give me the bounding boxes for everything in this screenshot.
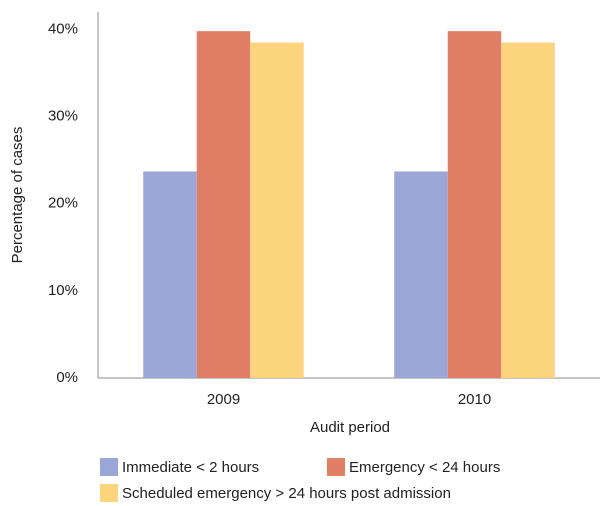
y-tick-label: 10% [48, 282, 78, 299]
bar [143, 171, 197, 378]
bar [196, 31, 251, 379]
y-tick-label: 30% [48, 108, 78, 125]
y-tick-label: 40% [48, 20, 78, 37]
x-axis-label: Audit period [310, 419, 390, 436]
legend-label: Emergency < 24 hours [349, 459, 500, 476]
legend-label: Scheduled emergency > 24 hours post admi… [122, 485, 451, 502]
bar [394, 171, 448, 378]
bar [250, 42, 304, 378]
bar [447, 31, 502, 379]
x-tick-label: 2010 [458, 391, 491, 408]
y-tick-label: 20% [48, 195, 78, 212]
x-tick-label: 2009 [207, 391, 240, 408]
y-tick-label: 0% [56, 369, 78, 386]
y-axis-label: Percentage of cases [9, 127, 26, 264]
bar [501, 42, 555, 378]
legend-label: Immediate < 2 hours [122, 459, 259, 476]
legend-swatch [327, 458, 345, 476]
legend-swatch [100, 484, 118, 502]
legend-swatch [100, 458, 118, 476]
